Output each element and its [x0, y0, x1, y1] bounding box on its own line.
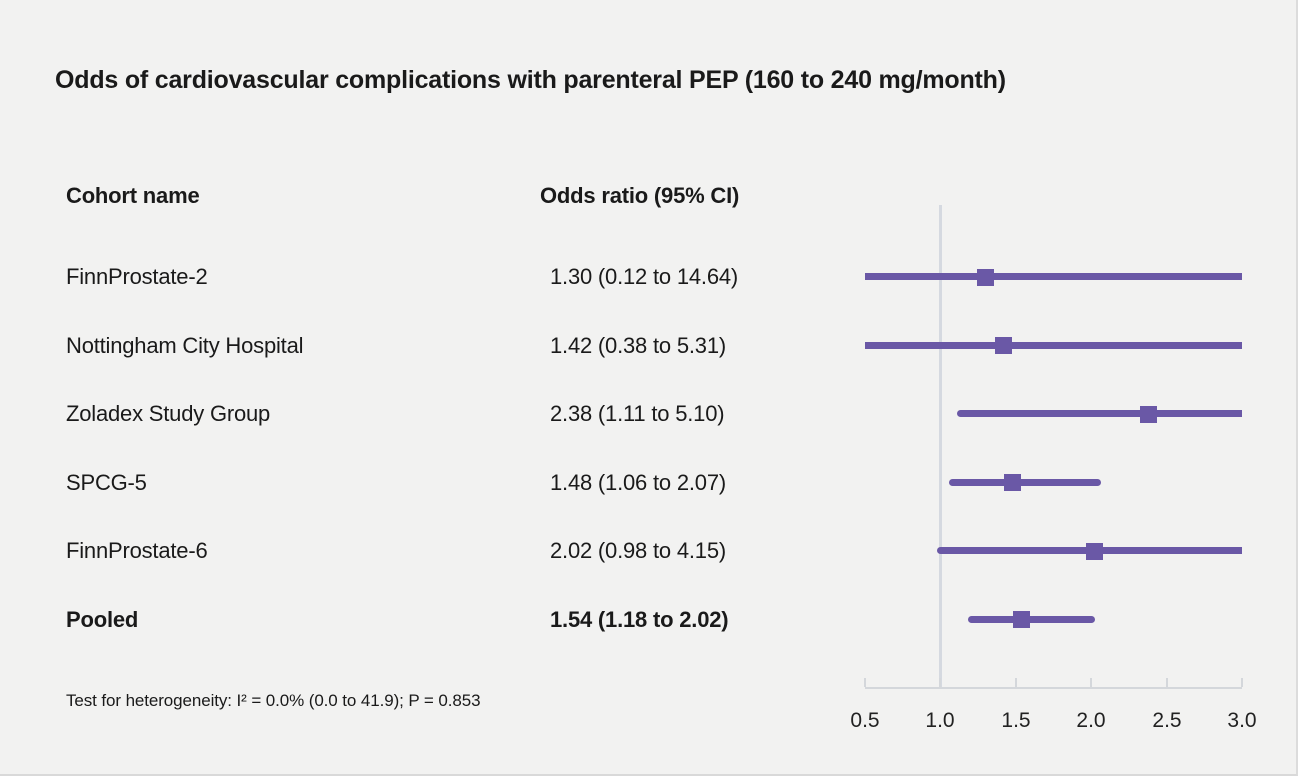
- cohort-name-cell: FinnProstate-2: [66, 264, 208, 289]
- study-ci-bar: [957, 410, 1242, 417]
- odds-ratio-cell: 2.02 (0.98 to 4.15): [550, 538, 726, 563]
- cohort-name-cell: SPCG-5: [66, 470, 147, 495]
- x-axis-tick-label: 2.5: [1152, 709, 1182, 732]
- column-header-cohort-name: Cohort name: [66, 183, 200, 208]
- pooled-ci-bar: [968, 616, 1095, 623]
- figure-title: Odds of cardiovascular complications wit…: [55, 66, 1006, 94]
- odds-ratio-cell: 1.30 (0.12 to 14.64): [550, 264, 739, 289]
- odds-ratio-cell: 2.38 (1.11 to 5.10): [550, 401, 725, 426]
- odds-ratio-cell: 1.54 (1.18 to 2.02): [550, 607, 729, 632]
- study-estimate-marker: [1140, 406, 1157, 423]
- study-estimate-marker: [1086, 543, 1103, 560]
- cohort-name-cell: Zoladex Study Group: [66, 401, 271, 426]
- x-axis-tick-label: 1.5: [1001, 709, 1031, 732]
- x-axis-tick-label: 1.0: [925, 709, 955, 732]
- pooled-estimate-marker: [1013, 611, 1030, 628]
- study-ci-bar: [865, 273, 1242, 280]
- x-axis-tick: [864, 678, 866, 687]
- x-axis-tick: [1090, 678, 1092, 687]
- x-axis-tick: [939, 678, 941, 687]
- x-axis-tick-label: 0.5: [850, 709, 880, 732]
- x-axis-tick: [1015, 678, 1017, 687]
- cohort-name-cell: Nottingham City Hospital: [66, 333, 304, 358]
- study-ci-bar: [865, 342, 1242, 349]
- odds-ratio-cell: 1.48 (1.06 to 2.07): [550, 470, 726, 495]
- study-estimate-marker: [995, 337, 1012, 354]
- odds-ratio-cell: 1.42 (0.38 to 5.31): [550, 333, 726, 358]
- x-axis-line: [865, 687, 1242, 689]
- x-axis-tick-label: 3.0: [1227, 709, 1257, 732]
- reference-line: [939, 205, 942, 689]
- column-header-odds-ratio: Odds ratio (95% CI): [540, 183, 740, 208]
- cohort-name-cell: FinnProstate-6: [66, 538, 208, 563]
- x-axis-tick: [1166, 678, 1168, 687]
- x-axis-tick-label: 2.0: [1076, 709, 1106, 732]
- study-estimate-marker: [977, 269, 994, 286]
- study-ci-bar: [949, 479, 1101, 486]
- cohort-name-cell: Pooled: [66, 607, 139, 632]
- x-axis-tick: [1241, 678, 1243, 687]
- study-estimate-marker: [1004, 474, 1021, 491]
- heterogeneity-note: Test for heterogeneity: I² = 0.0% (0.0 t…: [66, 691, 481, 710]
